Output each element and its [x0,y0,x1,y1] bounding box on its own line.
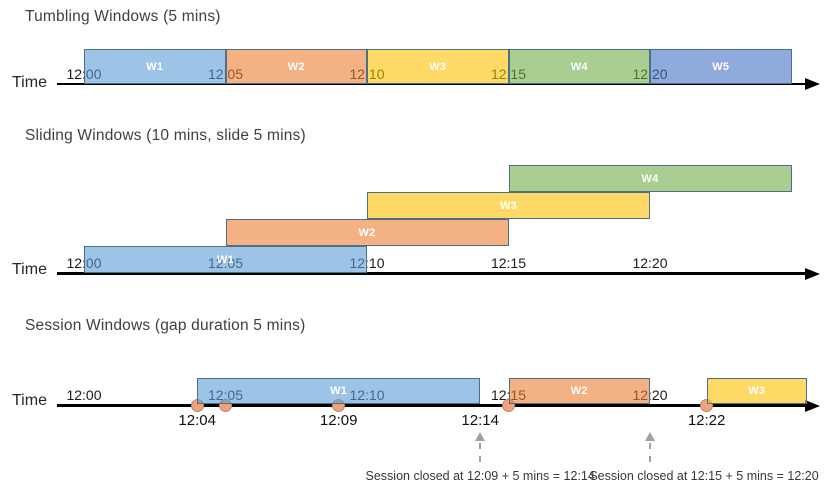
time-axis-arrow-icon [805,78,820,90]
window-label: W3 [748,385,766,397]
window-label: W4 [641,172,659,185]
sliding-section-title: Sliding Windows (10 mins, slide 5 mins) [25,127,306,144]
window-bar: W4 [508,165,792,192]
time-axis [57,404,807,407]
window-label: W1 [146,60,164,73]
session-close-arrow-icon [645,432,655,441]
window-bar: W1 [197,378,481,404]
window-label: W3 [429,60,447,73]
time-axis [57,83,807,85]
window-label: W3 [499,199,518,212]
event-time-label: 12:14 [461,412,499,429]
tick-label: 12:00 [66,387,102,403]
window-label: W2 [570,385,588,397]
window-label: W2 [287,60,305,73]
tumbling-section-title: Tumbling Windows (5 mins) [25,8,221,25]
window-bar: W4 [508,49,650,84]
window-bar: W1 [84,49,226,84]
window-label: W5 [712,60,730,73]
event-time-label: 12:04 [178,412,216,429]
event-time-label: 12:09 [319,412,358,429]
time-axis-arrow-icon [805,399,820,412]
session-section-title: Session Windows (gap duration 5 mins) [25,317,306,334]
window-label: W1 [330,385,348,397]
window-bar: W1 [84,246,367,273]
sliding-time-axis-label: Time [12,261,47,278]
tumbling-time-axis-label: Time [12,74,47,91]
window-bar: W2 [225,219,509,246]
session-close-annotation: Session closed at 12:15 + 5 mins = 12:20 [589,469,819,483]
window-bar: W3 [706,378,807,404]
window-label: W1 [216,253,235,266]
session-close-arrow-line [649,443,651,462]
window-bar: W2 [508,378,650,404]
session-close-arrow-line [479,443,482,462]
session-close-arrow-icon [475,432,486,441]
window-label: W2 [358,226,376,239]
window-bar: W3 [367,49,509,84]
session-time-axis-label: Time [12,392,47,409]
window-bar: W5 [650,49,792,84]
window-label: W4 [570,60,588,73]
tick-label: 12:20 [632,255,668,271]
time-axis [57,272,807,275]
window-bar: W2 [225,49,367,84]
session-close-annotation: Session closed at 12:09 + 5 mins = 12:14 [365,469,595,483]
tick-label: 12:15 [490,255,527,271]
time-axis-arrow-icon [805,267,820,280]
event-time-label: 12:22 [687,412,726,429]
window-bar: W3 [367,192,650,219]
